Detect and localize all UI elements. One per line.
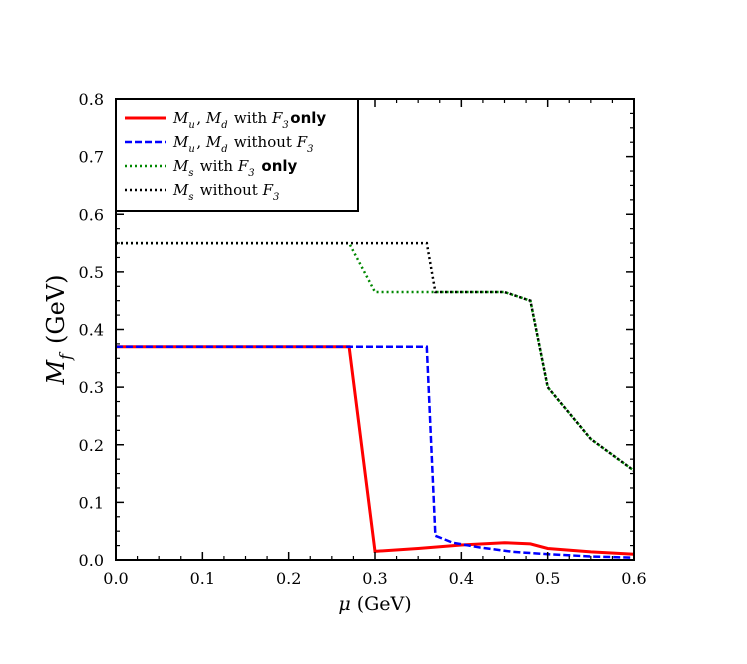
y-tick-label: 0.3 — [79, 378, 104, 397]
legend-label-3: Ms with F3 only — [172, 157, 298, 179]
x-tick-label: 0.3 — [362, 569, 387, 588]
series-layer — [116, 241, 635, 559]
x-tick-label: 0.5 — [535, 569, 560, 588]
x-tick-label: 0.1 — [190, 569, 215, 588]
y-axis-label: Mf (GeV) — [42, 275, 75, 386]
y-tick-label: 0.8 — [79, 90, 104, 109]
y-tick-label: 0.0 — [79, 551, 104, 570]
legend-label-1: Mu , Md with F3 only — [172, 109, 326, 131]
series-line-1 — [116, 345, 635, 556]
y-tick-label: 0.7 — [79, 148, 104, 167]
x-tick-label: 0.6 — [621, 569, 646, 588]
y-tick-label: 0.5 — [79, 263, 104, 282]
x-axis-label: μ (GeV) — [338, 593, 411, 615]
series-line-3 — [116, 241, 635, 472]
series-line-2 — [116, 345, 635, 559]
x-tick-label: 0.4 — [449, 569, 474, 588]
legend-label-2: Mu , Md without F3 — [172, 133, 315, 155]
y-tick-label: 0.4 — [79, 321, 104, 340]
x-tick-label: 0.2 — [276, 569, 301, 588]
series-line-4 — [116, 241, 635, 472]
x-tick-label: 0.0 — [103, 569, 128, 588]
legend-label-4: Ms without F3 — [172, 181, 281, 203]
y-tick-label: 0.6 — [79, 205, 104, 224]
y-tick-label: 0.2 — [79, 436, 104, 455]
ticks-layer: 0.0 0.1 0.2 0.3 0.4 0.5 0.6 0.0 0.1 0.2 0.3 0.4 0.5 0… — [79, 90, 647, 588]
y-tick-label: 0.1 — [79, 493, 104, 512]
plot-frame — [115, 98, 635, 561]
